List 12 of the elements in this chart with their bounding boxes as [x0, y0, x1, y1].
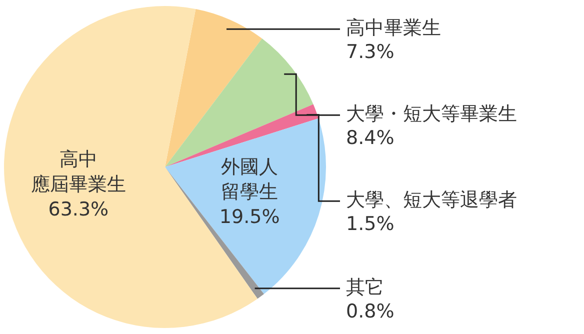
data-label: 63.3%: [48, 198, 109, 220]
data-label: 8.4%: [346, 127, 394, 150]
data-label: 1.5%: [346, 213, 394, 236]
data-label: 7.3%: [346, 41, 394, 64]
slice-label: 大學、短大等退學者: [346, 189, 517, 212]
slice-label: 高中應屆畢業生: [30, 148, 126, 196]
slice-label: 外國人留學生: [221, 156, 278, 204]
data-label: 0.8%: [346, 300, 394, 322]
slice-label: 大學・短大等畢業生: [346, 103, 517, 126]
data-label: 19.5%: [219, 206, 280, 228]
slice-label: 高中畢業生: [346, 17, 441, 40]
slice-label: 其它: [346, 276, 384, 298]
